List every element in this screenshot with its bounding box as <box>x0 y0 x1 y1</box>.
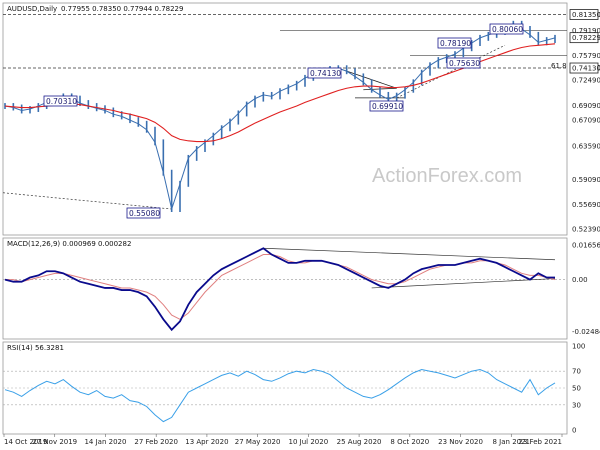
price-badge-label: 0.74130 <box>572 65 600 73</box>
annotation-label: 0.69910 <box>372 102 403 111</box>
ohlc-readout: 0.77955 0.78350 0.77944 0.78229 <box>61 5 183 13</box>
x-tick-label: 23 Feb 2021 <box>518 438 562 446</box>
y-tick-label: 0.59090 <box>572 176 600 184</box>
price-badge: 0.78229 <box>569 32 600 44</box>
annotation-box: 0.78190 <box>437 37 472 49</box>
macd-trendline <box>263 247 556 261</box>
annotation-label: 0.70310 <box>46 97 77 106</box>
watermark: ActionForex.com <box>372 165 522 187</box>
annotation-label: 0.75630 <box>449 59 480 68</box>
y-tick-label: 0.52390 <box>572 226 600 234</box>
macd-trendline <box>371 278 556 289</box>
price-badge-label: 0.78229 <box>572 34 600 42</box>
x-tick-label: 13 Apr 2020 <box>185 438 228 446</box>
annotation-label: 0.78190 <box>440 39 471 48</box>
annotation-box: 0.74130 <box>307 67 342 79</box>
y-tick-label: 0.79190 <box>572 27 600 35</box>
annotation-label: 0.80060 <box>492 25 523 34</box>
macd-title: MACD(12,26,9) 0.000969 0.000282 <box>7 240 131 248</box>
rsi-tick-label: 30 <box>572 401 581 409</box>
macd-tick-label: 0.00 <box>572 276 588 284</box>
x-tick-label: 8 Oct 2020 <box>390 438 429 446</box>
x-tick-label: 8 Jan 2021 <box>493 438 531 446</box>
rsi-tick-label: 0 <box>572 427 576 435</box>
macd-plot: 0.016567 0.00 -0.02484 <box>3 241 600 336</box>
x-tick-label: 14 Jan 2020 <box>84 438 126 446</box>
fib-label: 61.8 <box>551 62 567 70</box>
main-title: AUDUSD,Daily <box>7 5 57 13</box>
price-badge-label: 0.81350 <box>572 11 600 19</box>
main-panel-frame <box>2 2 568 236</box>
annotation-label: 0.74130 <box>310 69 341 78</box>
macd-tick-label: 0.016567 <box>572 241 600 249</box>
y-tick-label: 0.75790 <box>572 52 600 60</box>
trendline <box>2 192 172 210</box>
x-tick-label: 27 Nov 2019 <box>32 438 77 446</box>
y-tick-label: 0.63590 <box>572 143 600 151</box>
trendline <box>396 44 506 99</box>
y-tick-label: 0.67090 <box>572 117 600 125</box>
annotation-box: 0.70310 <box>43 95 78 107</box>
main-plot: 0.813500.791900.757900.741900.724900.690… <box>2 9 600 234</box>
rsi-panel-frame <box>2 341 568 435</box>
annotation-box: 0.75630 <box>446 57 481 69</box>
y-tick-label: 0.72490 <box>572 77 600 85</box>
price-badge: 0.81350 <box>569 9 600 20</box>
macd-line <box>4 247 555 332</box>
rsi-line <box>4 369 556 423</box>
annotation-box: 0.80060 <box>489 23 524 35</box>
macd-tick-label: -0.02484 <box>572 328 600 336</box>
x-tick-label: 25 Aug 2020 <box>337 438 382 446</box>
annotation-box: 0.69910 <box>369 100 404 112</box>
x-tick-label: 14 Oct 2019 <box>4 438 47 446</box>
x-tick-label: 23 Nov 2020 <box>438 438 483 446</box>
rsi-tick-label: 100 <box>572 343 585 351</box>
rsi-tick-label: 70 <box>572 368 581 376</box>
price-badge: 0.74130 <box>569 62 600 74</box>
rsi-title: RSI(14) 56.3281 <box>7 344 64 352</box>
x-tick-label: 27 May 2020 <box>235 438 281 446</box>
rsi-plot: 100 70 50 30 0 <box>3 343 585 435</box>
y-tick-label: 0.69090 <box>572 102 600 110</box>
macd-panel-frame <box>2 237 568 340</box>
x-tick-label: 10 Jul 2020 <box>289 438 329 446</box>
x-tick-label: 27 Feb 2020 <box>134 438 178 446</box>
annotation-box: 0.55080 <box>126 207 161 219</box>
y-tick-label: 0.55690 <box>572 201 600 209</box>
annotation-label: 0.55080 <box>129 209 160 218</box>
rsi-tick-label: 50 <box>572 385 581 393</box>
